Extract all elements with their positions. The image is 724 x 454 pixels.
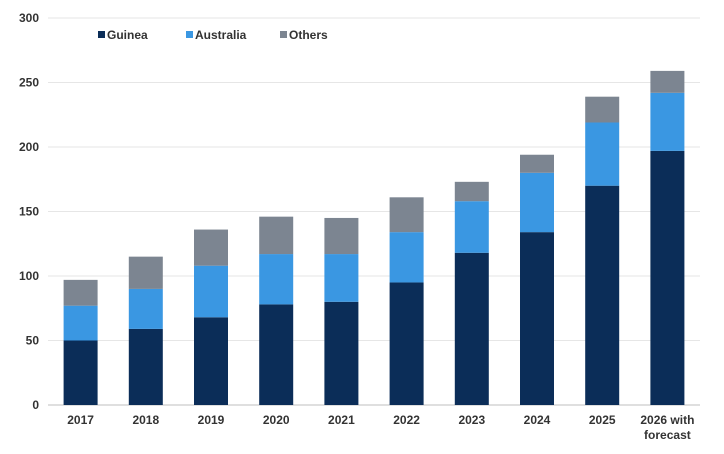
y-axis: 0 50 100 150 200 250 300 (19, 11, 39, 412)
y-tick-label: 100 (19, 269, 39, 283)
legend: Guinea Australia Others (98, 28, 328, 42)
y-tick-label: 0 (32, 398, 39, 412)
legend-swatch-australia (186, 31, 193, 38)
bar-others-2021 (324, 217, 359, 255)
bar-guinea-2019 (194, 317, 228, 405)
legend-label-others: Others (289, 28, 328, 42)
bar-australia-2019 (194, 265, 228, 318)
bar-australia-2022 (389, 232, 424, 283)
bar-guinea-2025 (585, 185, 620, 405)
bar-others-2017 (63, 279, 98, 306)
legend-label-guinea: Guinea (107, 28, 148, 42)
y-tick-label: 200 (19, 140, 39, 154)
legend-swatch-guinea (98, 31, 105, 38)
legend-label-australia: Australia (195, 28, 247, 42)
legend-swatch-others (280, 31, 287, 38)
x-tick-label: 2026 with forecast (640, 413, 694, 442)
bar-guinea-2026 (650, 150, 685, 405)
bar-guinea-2020 (259, 304, 294, 405)
x-tick-label: 2023 (458, 413, 485, 427)
x-tick-label: 2021 (328, 413, 355, 427)
x-tick-label: 2022 (393, 413, 420, 427)
bar-others-2020 (259, 216, 294, 255)
x-tick-label: 2017 (67, 413, 94, 427)
bar-guinea-2018 (128, 328, 163, 405)
bar-australia-2026 (650, 92, 685, 151)
bars (63, 70, 685, 405)
bar-australia-2021 (324, 254, 359, 302)
x-tick-label: 2018 (132, 413, 159, 427)
bar-others-2025 (585, 96, 620, 123)
bar-australia-2024 (520, 172, 554, 233)
x-tick-label: 2025 (589, 413, 616, 427)
x-tick-label: 2020 (263, 413, 290, 427)
y-tick-label: 300 (19, 11, 39, 25)
bar-others-2018 (128, 256, 163, 289)
bar-guinea-2017 (63, 340, 98, 405)
bar-australia-2020 (259, 254, 294, 305)
y-tick-label: 150 (19, 205, 39, 219)
bar-others-2019 (194, 229, 228, 266)
bar-australia-2017 (63, 305, 98, 341)
y-tick-label: 50 (26, 334, 40, 348)
bar-australia-2023 (454, 201, 489, 253)
x-axis: 2017 2018 2019 2020 2021 2022 2023 2024 2025 2026… (67, 413, 694, 442)
bar-australia-2025 (585, 122, 620, 186)
bar-australia-2018 (128, 288, 163, 329)
bar-guinea-2022 (389, 282, 424, 405)
x-tick-label: 2024 (524, 413, 551, 427)
y-tick-label: 250 (19, 76, 39, 90)
bar-guinea-2023 (454, 252, 489, 405)
bar-guinea-2024 (520, 232, 554, 405)
x-tick-label: 2019 (198, 413, 225, 427)
bar-others-2024 (520, 154, 554, 173)
bar-others-2022 (389, 197, 424, 233)
bar-others-2023 (454, 181, 489, 202)
bar-guinea-2021 (324, 301, 359, 405)
bar-others-2026 (650, 70, 685, 93)
